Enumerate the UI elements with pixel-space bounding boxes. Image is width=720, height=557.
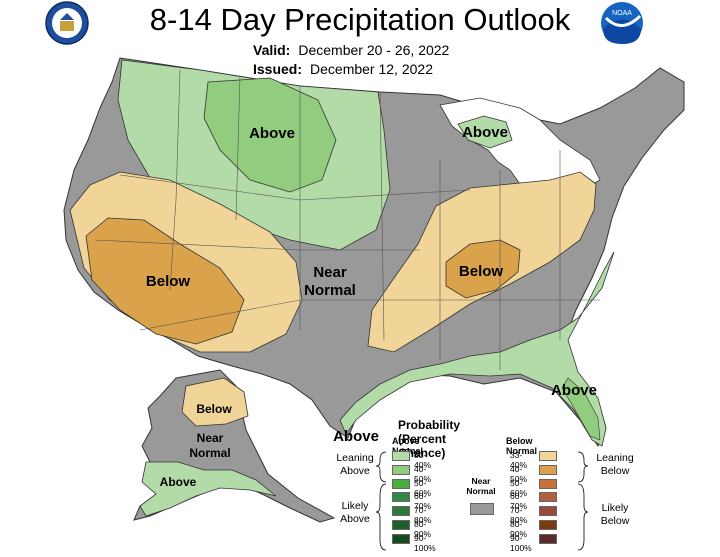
label-below-sw: Below bbox=[146, 273, 191, 290]
label-near-normal: Near Normal bbox=[304, 264, 356, 299]
label-below-ak: Below bbox=[196, 402, 232, 416]
legend-below-swatch bbox=[539, 479, 557, 489]
legend-below-range: 70-80% bbox=[510, 505, 528, 525]
legend-above-swatch bbox=[392, 520, 410, 530]
legend-above-range: 70-80% bbox=[414, 505, 432, 525]
legend-below-swatch bbox=[539, 492, 557, 502]
legend-leaning-below: Leaning Below bbox=[596, 452, 634, 477]
legend-leaning-above: Leaning Above bbox=[336, 452, 374, 477]
legend-above-swatch bbox=[392, 534, 410, 544]
legend-below-range: 50-60% bbox=[510, 478, 528, 498]
legend-below-swatch bbox=[539, 451, 557, 461]
label-above-north: Above bbox=[249, 125, 295, 142]
legend-above-range: 33-40% bbox=[414, 450, 432, 470]
noaa-logo-icon: NOAA bbox=[601, 2, 643, 44]
legend-above-swatch bbox=[392, 479, 410, 489]
legend-below-range: 60-70% bbox=[510, 491, 528, 511]
noaa-logo-text: NOAA bbox=[612, 10, 632, 17]
legend-above-range: 90-100% bbox=[414, 533, 436, 553]
legend-likely-below: Likely Below bbox=[600, 502, 630, 527]
label-above-lakes: Above bbox=[462, 124, 508, 141]
legend-likely-above: Likely Above bbox=[340, 500, 370, 525]
legend-above-range: 60-70% bbox=[414, 491, 432, 511]
valid-value: December 20 - 26, 2022 bbox=[298, 42, 450, 58]
legend-below-swatch bbox=[539, 520, 557, 530]
label-above-ak: Above bbox=[160, 475, 197, 489]
state-lines bbox=[94, 69, 600, 370]
legend-below-header: Below Normal bbox=[506, 436, 538, 456]
legend-above-range: 80-90% bbox=[414, 519, 432, 539]
legend-below-range: 33-40% bbox=[510, 450, 528, 470]
issued-line: Issued: December 12, 2022 bbox=[253, 61, 433, 77]
doc-seal-icon bbox=[45, 1, 89, 45]
florida-core bbox=[561, 377, 601, 441]
legend-below-range: 90-100% bbox=[510, 533, 532, 553]
legend-above-swatch bbox=[392, 451, 410, 461]
legend-above-swatch bbox=[392, 506, 410, 516]
legend-near-normal-swatch bbox=[470, 503, 494, 515]
above-lakes-region bbox=[457, 115, 513, 149]
valid-line: Valid: December 20 - 26, 2022 bbox=[253, 42, 449, 58]
legend-above-range: 40-50% bbox=[414, 464, 432, 484]
below-ohio-core bbox=[445, 239, 521, 299]
below-sw-core bbox=[85, 217, 245, 345]
legend-above-swatch bbox=[392, 465, 410, 475]
legend-title: Probability (Percent Chance) bbox=[398, 418, 461, 460]
legend-below-swatch bbox=[539, 534, 557, 544]
legend-above-swatch bbox=[392, 492, 410, 502]
below-ak-region bbox=[181, 377, 249, 427]
issued-value: December 12, 2022 bbox=[310, 61, 433, 77]
page-title: 8-14 Day Precipitation Outlook bbox=[149, 2, 571, 37]
label-below-ohio: Below bbox=[459, 263, 504, 280]
legend-near-normal-label: Near Normal bbox=[466, 476, 496, 496]
valid-label: Valid: bbox=[253, 42, 291, 58]
issued-label: Issued: bbox=[253, 61, 303, 77]
legend-above-range: 50-60% bbox=[414, 478, 432, 498]
label-above-tx: Above bbox=[333, 428, 379, 445]
label-above-se: Above bbox=[551, 382, 597, 399]
above-ak-region bbox=[139, 461, 277, 517]
legend-below-range: 40-50% bbox=[510, 464, 528, 484]
legend-below-range: 80-90% bbox=[510, 519, 528, 539]
label-near-normal-ak: Near Normal bbox=[189, 431, 231, 460]
legend-below-swatch bbox=[539, 506, 557, 516]
legend-below-swatch bbox=[539, 465, 557, 475]
above-north-core bbox=[203, 77, 337, 193]
